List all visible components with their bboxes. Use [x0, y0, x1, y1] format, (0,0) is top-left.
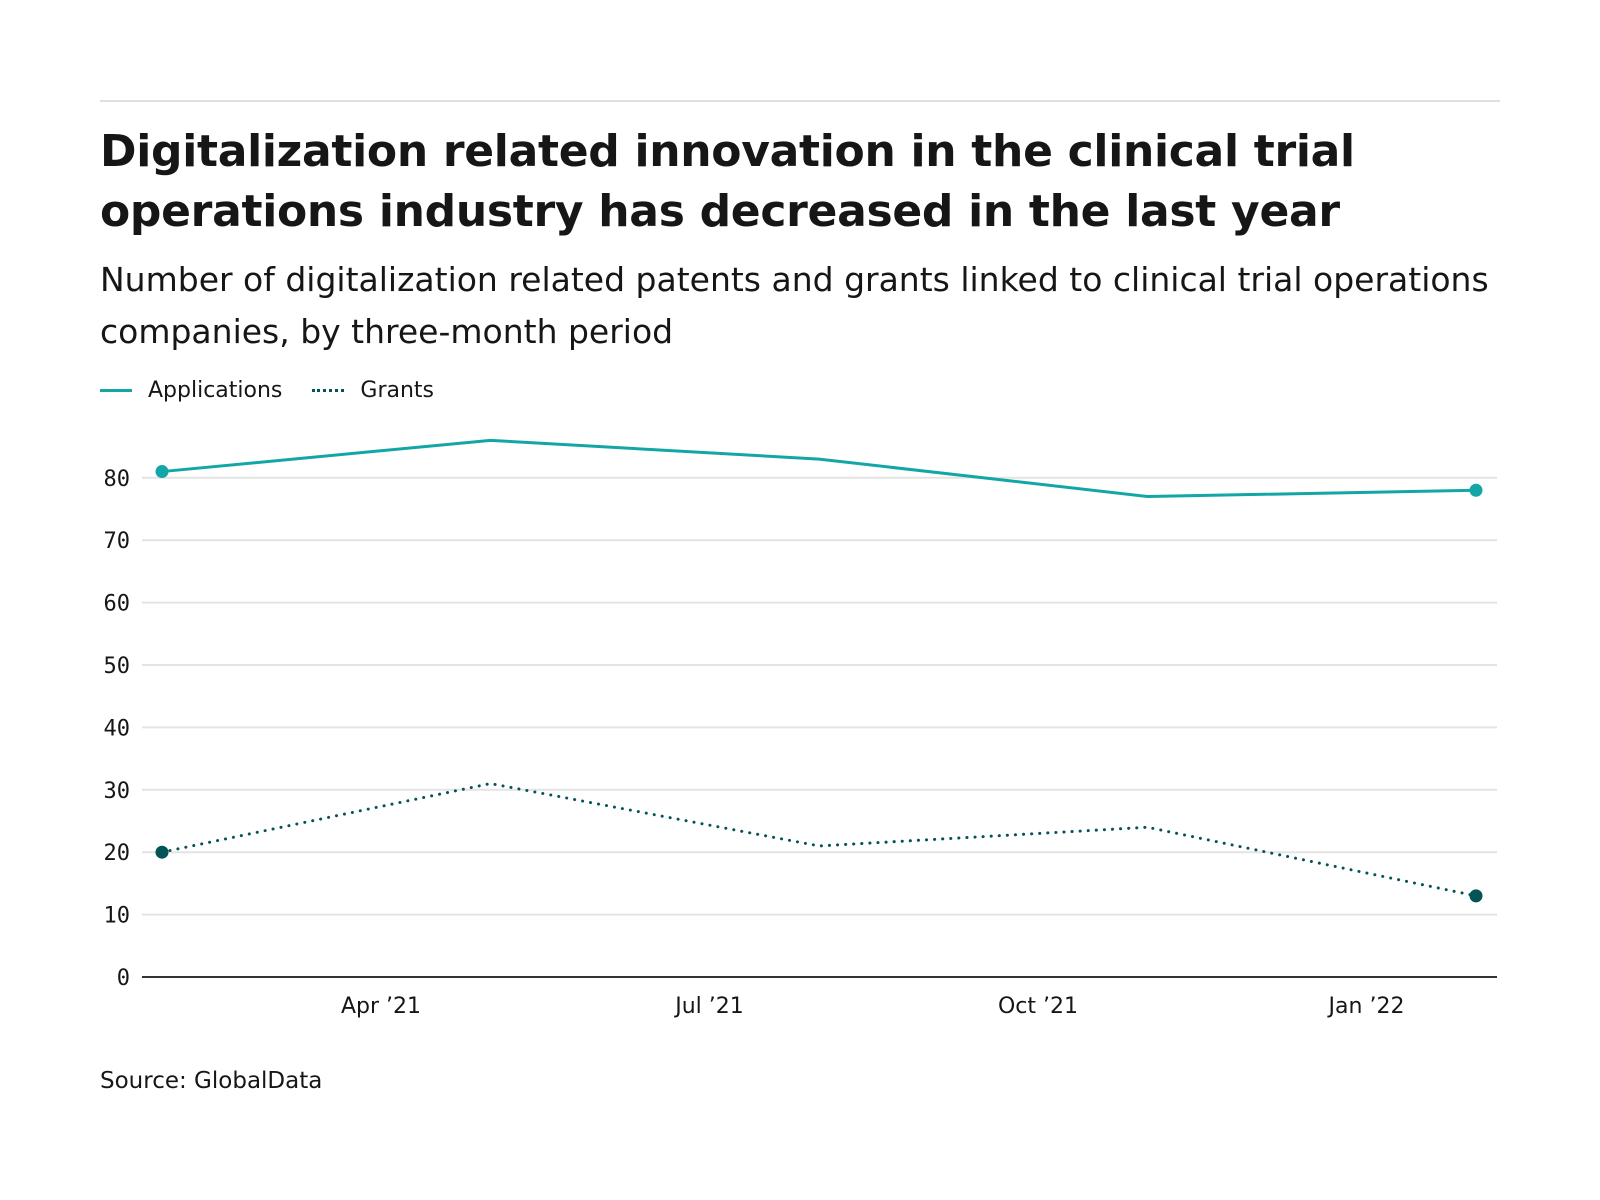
x-tick-label: Jan ’22: [1327, 994, 1405, 1019]
data-point-grants: [155, 845, 169, 859]
legend-swatch-grants: [312, 389, 345, 392]
source-note: Source: GlobalData: [100, 1068, 323, 1094]
y-tick-label: 50: [104, 654, 131, 679]
data-point-grants: [1469, 889, 1483, 903]
y-tick-label: 80: [104, 467, 131, 492]
series-line-grants: [160, 782, 1478, 898]
data-point-applications: [1469, 483, 1483, 497]
chart-subtitle: Number of digitalization related patents…: [100, 260, 1489, 351]
x-tick-label: Jul ’21: [673, 994, 744, 1019]
series-line-applications: [160, 438, 1478, 499]
legend-item-applications: Applications: [100, 378, 282, 403]
y-tick-label: 0: [117, 966, 130, 991]
y-tick-label: 70: [104, 529, 131, 554]
legend-item-grants: Grants: [312, 378, 434, 403]
legend-label-applications: Applications: [148, 378, 283, 403]
x-tick-label: Apr ’21: [341, 994, 421, 1019]
y-tick-label: 30: [104, 779, 131, 804]
y-tick-label: 20: [104, 841, 131, 866]
chart-title: Digitalization related innovation in the…: [100, 126, 1355, 237]
y-tick-label: 10: [104, 904, 131, 929]
data-point-applications: [155, 465, 169, 479]
legend: Applications Grants: [100, 378, 464, 403]
y-tick-label: 40: [104, 716, 131, 741]
top-rule: [100, 100, 1500, 102]
legend-label-grants: Grants: [360, 378, 434, 403]
y-tick-label: 60: [104, 592, 131, 617]
legend-swatch-applications: [100, 389, 132, 392]
x-tick-label: Oct ’21: [998, 994, 1078, 1019]
